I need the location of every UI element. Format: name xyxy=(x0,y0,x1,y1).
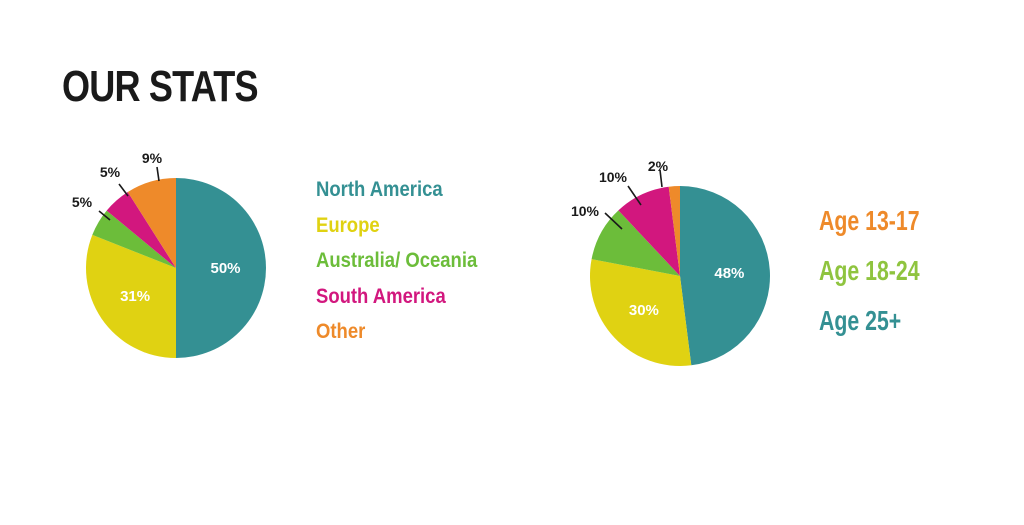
pie1-slice-5 xyxy=(127,178,176,268)
pie2-label-3: 10% xyxy=(571,203,600,219)
pie1-leader-5 xyxy=(156,166,160,182)
pie1-slice-2 xyxy=(86,234,176,358)
legend1-item-2: Europe xyxy=(316,213,380,237)
legend-regions: North America Europe Australia/ Oceania Sou… xyxy=(316,172,499,350)
legend-ages: Age 13-17 Age 18-24 Age 25+ xyxy=(819,196,951,346)
legend2-item-3: Age 25+ xyxy=(819,305,902,336)
pie1-label-2: 31% xyxy=(120,288,150,305)
pie1-label-4: 5% xyxy=(100,164,121,180)
page-title: OUR STATS xyxy=(62,62,259,111)
pie1-leader-3 xyxy=(98,210,111,221)
pie2-label-2: 30% xyxy=(629,302,659,319)
pie2-slice-3 xyxy=(591,210,680,276)
pie1-slice-1 xyxy=(176,178,266,358)
legend1-item-5: Other xyxy=(316,320,366,343)
pie2-leader-5 xyxy=(659,169,663,188)
legend1-item-4: South America xyxy=(316,284,446,308)
pie1-label-3: 5% xyxy=(72,194,93,210)
legend2-item-1: Age 13-17 xyxy=(819,205,920,236)
pie2-label-5: 2% xyxy=(648,158,669,174)
pie1-leader-4 xyxy=(118,183,129,197)
pie2-slice-2 xyxy=(589,259,692,367)
legend1-item-1: North America xyxy=(316,178,443,201)
legend2-item-2: Age 18-24 xyxy=(819,255,920,286)
pie2-slice-5 xyxy=(668,186,680,276)
pie2-leader-3 xyxy=(604,212,623,230)
pie2-slice-4 xyxy=(618,186,680,276)
pie2-label-4: 10% xyxy=(599,169,628,185)
pie1-label-1: 50% xyxy=(210,260,240,277)
pie2-label-1: 48% xyxy=(714,265,744,282)
pie2-leader-4 xyxy=(627,185,642,206)
pie2-slice-1 xyxy=(680,186,770,366)
pie1-label-5: 9% xyxy=(142,150,163,166)
legend1-item-3: Australia/ Oceania xyxy=(316,249,478,272)
pie1-slice-4 xyxy=(106,192,176,268)
pie1-slice-3 xyxy=(92,210,176,268)
